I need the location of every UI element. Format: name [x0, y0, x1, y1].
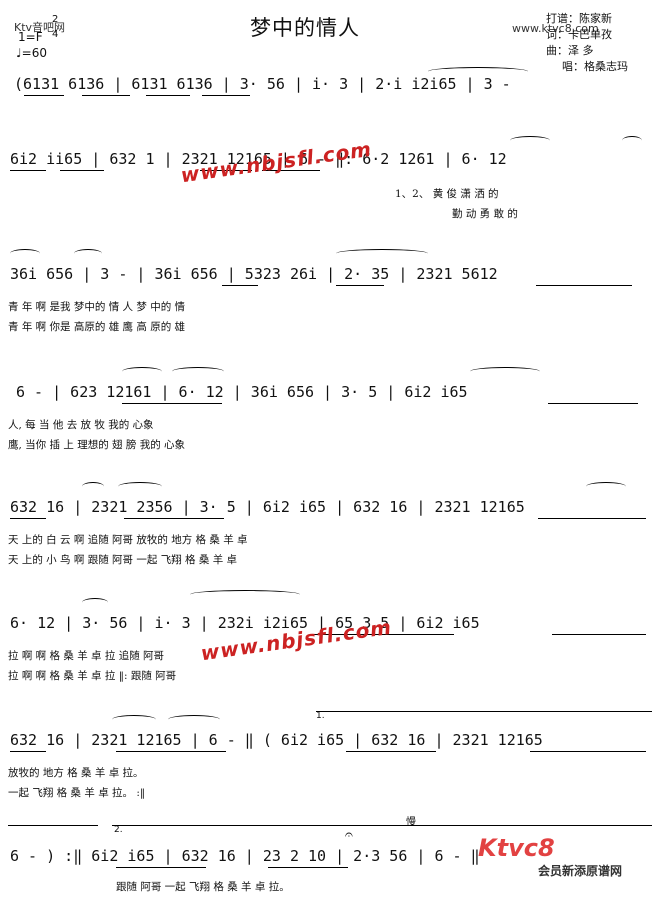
fermata-icon: 𝄐 [345, 827, 353, 843]
notes-line: 6 - ) :‖ 6i2 i65 | 632 16 | 23 2 10 | 2·… [10, 847, 480, 865]
notes-line: 6 - | 623 12161 | 6· 12 | 36i 656 | 3· 5… [16, 383, 468, 401]
tempo-marking: ♩=60 [16, 46, 47, 60]
notes-line: 6· 12 | 3· 56 | i· 3 | 232i i2i65 | 65 3… [10, 614, 480, 632]
lyric-verse-1: 青 年 啊 是我 梦中的 情 人 梦 中的 情 [8, 301, 186, 313]
lyric-verse-1: 1、2、 黄 俊 潇 洒 的 [395, 188, 499, 200]
notes-line: 632 16 | 2321 2356 | 3· 5 | 6i2 i65 | 63… [10, 498, 525, 516]
volta-marker: 1. [316, 711, 325, 721]
notes-line: 36i 656 | 3 - | 36i 656 | 5323 26i | 2· … [10, 265, 498, 283]
tempo-mark: 慢 [406, 817, 416, 828]
logo-subtitle: 会员新添原谱网 [538, 864, 623, 878]
page-title: 梦中的情人 [250, 16, 360, 40]
lyric-verse-1: 拉 啊 啊 格 桑 羊 卓 拉 追随 阿哥 [8, 650, 165, 662]
lyric-verse-1: 放牧的 地方 格 桑 羊 卓 拉。 [8, 767, 144, 779]
lyric-verse-1: 天 上的 白 云 啊 追随 阿哥 放牧的 地方 格 桑 羊 卓 [8, 534, 248, 546]
lyric-verse-2: 鹰, 当你 插 上 理想的 翅 膀 我的 心象 [8, 439, 186, 451]
lyric-verse-2: 青 年 啊 你是 高原的 雄 鹰 高 原的 雄 [8, 321, 186, 333]
lyric-verse-1: 人, 每 当 他 去 放 牧 我的 心象 [8, 419, 154, 431]
credit-music: 曲：泽 多 [546, 44, 594, 57]
ktvc8-logo: Ktvc8 [478, 834, 555, 862]
header-url: www.ktvc8.com [512, 22, 599, 35]
notes-line: 6i2 ii65 | 632 1 | 2321 12165 | 6 - ‖: 6… [10, 150, 507, 168]
volta-marker: 2. [114, 825, 123, 835]
credit-lyrics: 词：卡巴单孜 [546, 28, 612, 41]
lyric-verse-2: 一起 飞翔 格 桑 羊 卓 拉。 :‖ [8, 787, 146, 799]
watermark-text: www.nbjsfl.com [179, 136, 374, 188]
notes-line: (6131 6136 | 6131 6136 | 3· 56 | i· 3 | … [14, 75, 511, 93]
credit-notation: 打谱：陈家新 [546, 12, 612, 25]
lyric-verse-2: 天 上的 小 鸟 啊 跟随 阿哥 一起 飞翔 格 桑 羊 卓 [8, 554, 238, 566]
key-signature: 1=F [18, 30, 43, 44]
notes-line: 632 16 | 2321 12165 | 6 - ‖ ( 6i2 i65 | … [10, 731, 543, 749]
credit-singer: 唱：格桑志玛 [562, 60, 628, 73]
lyric-final: 跟随 阿哥 一起 飞翔 格 桑 羊 卓 拉。 [116, 881, 290, 893]
lyric-verse-2: 拉 啊 啊 格 桑 羊 卓 拉 ‖: 跟随 阿哥 [8, 670, 177, 682]
meter-top: 2 [52, 14, 59, 25]
lyric-verse-2: 勤 动 勇 敢 的 [452, 208, 518, 220]
site-watermark: Ktv音吧网 [14, 21, 66, 34]
meter-bottom: 4 [52, 29, 59, 40]
